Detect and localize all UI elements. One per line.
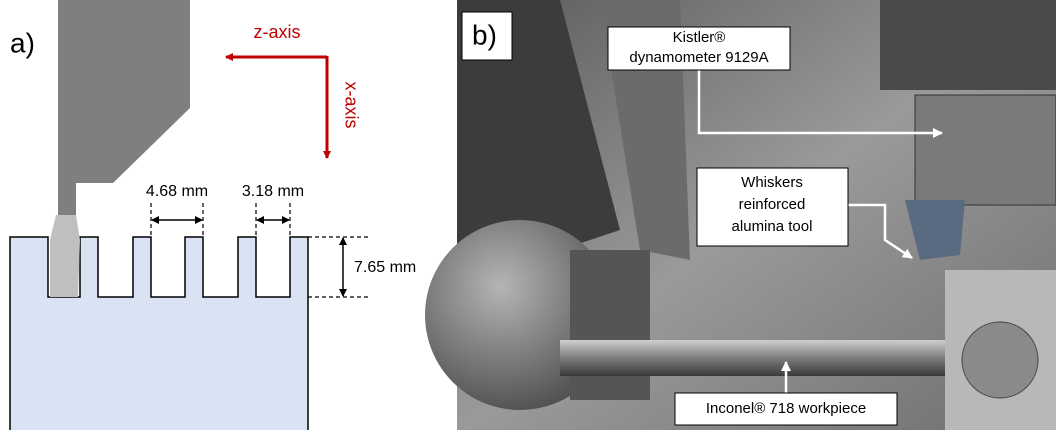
callout-text: dynamometer 9129A [629,49,768,66]
panel-a: z-axis x-axis 4.68 mm 3.18 mm 7.65 mm a) [10,0,416,430]
x-axis-label: x-axis [341,81,361,128]
dimension-label: 3.18 mm [242,183,304,200]
dimension-label: 4.68 mm [146,183,208,200]
z-axis-label: z-axis [253,22,300,42]
callout-text: Whiskers [741,174,803,191]
callout-text: Inconel® 718 workpiece [706,400,866,417]
workpiece-bar [560,340,950,376]
tailstock-center [962,322,1038,398]
figure: z-axis x-axis 4.68 mm 3.18 mm 7.65 mm a)… [0,0,1056,430]
turret [880,0,1056,90]
callout-text: alumina tool [732,218,813,235]
dimension-guides [151,203,370,297]
chuck-face [570,250,650,400]
callout-text: reinforced [739,196,806,213]
panel-b: b) Kistler® dynamometer 9129A Whiskers r… [425,0,1056,430]
panel-label: a) [10,27,35,58]
dimension-label: 7.65 mm [354,259,416,276]
tool-insert [50,215,80,297]
dynamometer [915,95,1056,205]
callout-text: Kistler® [673,29,726,46]
panel-label: b) [472,19,497,50]
